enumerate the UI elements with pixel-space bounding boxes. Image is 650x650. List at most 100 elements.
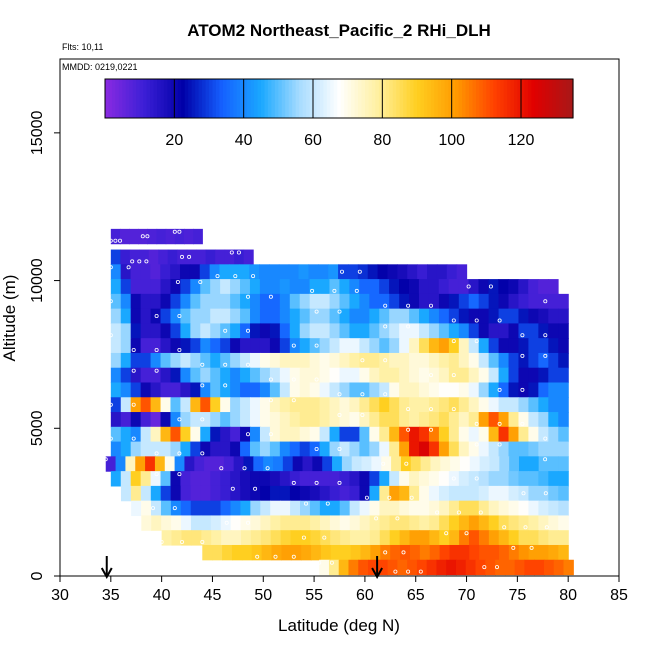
heatmap-cell	[260, 485, 271, 502]
heatmap-cell	[329, 426, 341, 443]
colorbar-swatch	[333, 79, 338, 118]
heatmap-cell	[110, 441, 122, 457]
heatmap-cell	[369, 367, 380, 384]
heatmap-cell	[508, 530, 520, 546]
colorbar-swatch	[441, 79, 446, 118]
heatmap-cell	[349, 500, 361, 517]
track-marker	[253, 486, 258, 491]
track-marker	[177, 472, 182, 477]
heatmap-cell	[160, 323, 172, 339]
track-marker	[144, 259, 149, 264]
heatmap-cell	[528, 485, 539, 502]
heatmap-cell	[329, 382, 341, 398]
down-arrow-icon	[371, 556, 383, 580]
heatmap-cell	[120, 485, 132, 502]
heatmap-cell	[359, 367, 370, 384]
heatmap-cell	[498, 471, 510, 487]
colorbar-swatch	[163, 79, 168, 118]
heatmap-cell	[369, 412, 380, 428]
heatmap-cell	[329, 471, 341, 487]
heatmap-cell	[151, 515, 162, 531]
track-marker	[360, 392, 365, 397]
heatmap-cell	[479, 544, 490, 561]
heatmap-cell	[419, 441, 430, 457]
colorbar-swatch	[299, 79, 304, 118]
track-marker	[401, 550, 406, 555]
heatmap-cell	[115, 456, 127, 472]
heatmap-cell	[408, 279, 420, 295]
track-marker	[137, 259, 142, 264]
heatmap-cell	[210, 500, 222, 517]
heatmap-cell	[320, 544, 332, 561]
heatmap-cell	[508, 485, 520, 502]
heatmap-cell	[389, 471, 400, 487]
x-tick-label: 75	[508, 587, 526, 604]
heatmap-cell	[419, 352, 430, 369]
colorbar-swatch	[382, 79, 387, 118]
colorbar-frame	[104, 78, 574, 119]
heatmap-cell	[438, 293, 450, 310]
heatmap-cell	[220, 515, 232, 531]
heatmap-cell	[210, 441, 221, 457]
heatmap-cell	[518, 367, 530, 384]
heatmap-cell	[329, 323, 341, 339]
heatmap-cell	[224, 249, 235, 265]
track-marker	[177, 417, 182, 422]
heatmap-cell	[369, 338, 380, 354]
heatmap-cell	[299, 412, 311, 428]
heatmap-cell	[498, 279, 509, 295]
heatmap-cell	[456, 264, 468, 280]
heatmap-cell	[261, 544, 273, 561]
heatmap-cell	[508, 382, 520, 398]
heatmap-cell	[548, 471, 559, 487]
heatmap-cell	[543, 559, 555, 576]
heatmap-cell	[379, 279, 390, 295]
heatmap-cell	[191, 530, 202, 546]
heatmap-cell	[200, 338, 211, 354]
x-tick-label: 85	[610, 587, 628, 604]
heatmap-cell	[357, 264, 369, 280]
track-marker	[177, 451, 182, 456]
heatmap-cell	[438, 412, 450, 428]
track-marker	[200, 540, 205, 545]
heatmap-cell	[488, 426, 500, 443]
track-marker	[200, 451, 205, 456]
heatmap-cell	[548, 382, 559, 398]
heatmap-cell	[269, 323, 281, 339]
heatmap-cell	[508, 500, 520, 517]
heatmap-cell	[190, 308, 201, 325]
heatmap-cell	[563, 559, 574, 576]
heatmap-cell	[359, 426, 370, 443]
heatmap-cell	[259, 367, 271, 384]
heatmap-cell	[518, 530, 530, 546]
heatmap-cell	[131, 500, 142, 517]
heatmap-cell	[459, 530, 470, 546]
heatmap-cell	[299, 471, 311, 487]
heatmap-cell	[140, 352, 152, 369]
heatmap-cell	[489, 456, 500, 472]
heatmap-cell	[448, 441, 460, 457]
heatmap-cell	[120, 426, 132, 443]
colorbar-swatch	[527, 79, 532, 118]
heatmap-cell	[438, 279, 450, 295]
heatmap-cell	[230, 412, 241, 428]
track-marker	[383, 550, 388, 555]
heatmap-cell	[204, 456, 215, 472]
colorbar-swatch	[486, 79, 491, 118]
heatmap-cell	[518, 471, 530, 487]
heatmap-cell	[548, 338, 559, 354]
colorbar-swatch	[278, 79, 283, 118]
heatmap-cell	[478, 338, 490, 354]
heatmap-cell	[528, 293, 539, 310]
heatmap-cell	[359, 500, 371, 517]
track-marker	[395, 516, 400, 521]
heatmap-cell	[339, 471, 351, 487]
track-marker	[482, 565, 487, 570]
heatmap-cell	[318, 264, 329, 280]
heatmap-cell	[528, 323, 539, 339]
flight-track-markers	[103, 229, 549, 574]
heatmap-cell	[558, 544, 569, 561]
heatmap-cell	[439, 500, 450, 517]
y-tick-label: 5000	[29, 410, 46, 446]
heatmap-cell	[184, 228, 194, 245]
